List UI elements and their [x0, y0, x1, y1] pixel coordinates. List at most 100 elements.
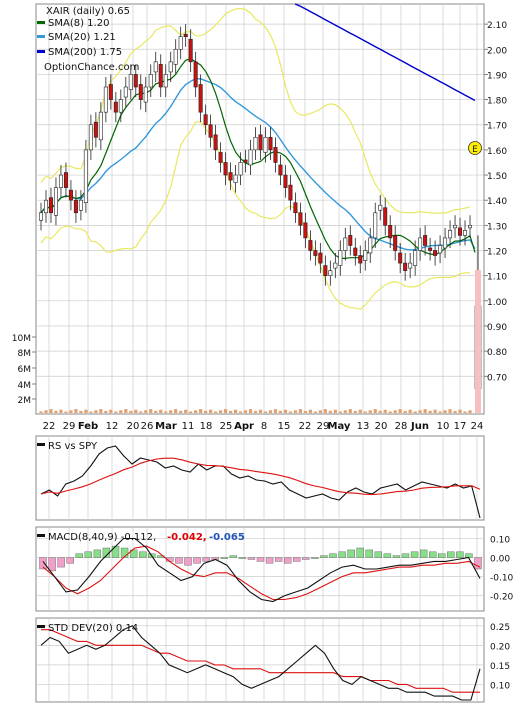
sma8-swatch: [37, 21, 45, 24]
candle-body: [363, 250, 368, 261]
y-tick-label: 1.80: [487, 97, 507, 107]
volume-bar: [303, 410, 307, 413]
candle-body: [453, 225, 458, 229]
volume-bar: [233, 409, 238, 413]
stddev-y-tick-label: 0.25: [490, 623, 510, 633]
macd-bar: [401, 553, 410, 558]
candle-body: [278, 164, 283, 176]
candle-body: [368, 237, 373, 254]
y-tick-label: 2.10: [487, 21, 507, 31]
volume-bar: [463, 411, 467, 413]
legend-sma8: SMA(8) 1.20: [48, 18, 109, 29]
macd-y-axis: 0.10 0.00 -0.10 -0.20: [490, 535, 514, 602]
volume-bar: [169, 410, 173, 413]
candle-body: [63, 172, 68, 188]
volume-bar: [74, 409, 78, 413]
candle-body: [48, 197, 53, 214]
volume-bar: [428, 410, 432, 413]
candle-body: [378, 204, 383, 211]
candle-body: [78, 199, 83, 211]
stddev-y-tick-label: 0.20: [490, 642, 510, 652]
volume-bar: [318, 410, 322, 413]
volume-bar: [323, 409, 327, 413]
volume-bar: [283, 409, 288, 413]
lower-band: [40, 121, 470, 311]
macd-bar: [356, 547, 364, 558]
x-tick-label: 29: [63, 421, 76, 432]
candle-body: [328, 270, 333, 276]
macd-bar: [138, 551, 147, 558]
volume-bar: [258, 409, 263, 413]
candle-body: [58, 174, 63, 188]
macd-bar: [184, 557, 192, 566]
volume-bar: [383, 409, 387, 413]
candle-body: [238, 162, 243, 176]
candle-body: [413, 250, 418, 266]
candle-body: [373, 212, 378, 239]
x-tick-label: 12: [106, 421, 119, 432]
candle-body: [433, 250, 438, 256]
macd-bar: [256, 557, 265, 562]
macd-bar: [193, 557, 201, 564]
volume-bar: [179, 410, 183, 413]
candle-body: [228, 172, 233, 181]
volume-bar: [124, 409, 128, 413]
rs-title: RS vs SPY: [48, 441, 98, 452]
macd-lines: [42, 537, 481, 603]
volume-axis: 10M 8M 6M 4M 2M: [12, 334, 36, 406]
volume-bar: [79, 410, 83, 413]
y-tick-label: 0.70: [487, 373, 507, 383]
macd-bar: [66, 557, 74, 564]
macd-bar: [374, 551, 383, 558]
volume-bar: [298, 409, 303, 413]
candle-body: [293, 202, 298, 214]
volume-bar: [129, 410, 133, 413]
macd-bar: [39, 557, 47, 570]
volume-bar: [174, 409, 178, 413]
x-tick-label: Jun: [410, 421, 429, 432]
y-tick-label: 1.20: [487, 248, 507, 258]
candle-body: [248, 149, 253, 166]
candle-body: [303, 222, 308, 239]
candle-body: [423, 235, 428, 246]
macd-bar: [93, 549, 102, 558]
macd-bar: [410, 551, 419, 558]
volume-bar: [69, 410, 73, 413]
macd-bar: [202, 557, 210, 562]
candle-body: [43, 199, 48, 214]
volume-bar: [358, 409, 362, 413]
candle-body: [383, 207, 388, 226]
candle-body: [323, 265, 328, 276]
volume-bar: [54, 410, 58, 413]
sma200-swatch: [37, 50, 45, 53]
volume-bar: [328, 410, 332, 413]
stddev-y-tick-label: 0.15: [490, 662, 510, 672]
candle-body: [443, 237, 448, 249]
volume-bar: [119, 410, 123, 413]
macd-bar: [383, 553, 392, 558]
volume-bars: [39, 270, 481, 413]
volume-bar: [253, 410, 258, 413]
volume-bar: [273, 409, 278, 413]
candle-body: [348, 235, 353, 246]
volume-bar: [458, 409, 462, 413]
macd-bar: [428, 551, 437, 558]
candle-body: [68, 189, 73, 201]
candle-body: [448, 230, 453, 239]
volume-bar: [159, 409, 163, 413]
candle-body: [388, 225, 393, 239]
candle-body: [128, 74, 133, 90]
macd-bar: [247, 557, 256, 560]
macd-title: MACD(8,40,9) -0.112,: [48, 532, 156, 543]
candle-body: [308, 240, 313, 251]
earnings-label: E: [472, 145, 478, 155]
volume-bar: [139, 411, 143, 413]
volume-bar: [164, 411, 168, 413]
price-panel: [35, 3, 485, 415]
candle-body: [168, 61, 173, 73]
volume-tick-label: 2M: [18, 396, 32, 406]
candle-body: [298, 212, 303, 226]
candle-body: [158, 64, 163, 88]
